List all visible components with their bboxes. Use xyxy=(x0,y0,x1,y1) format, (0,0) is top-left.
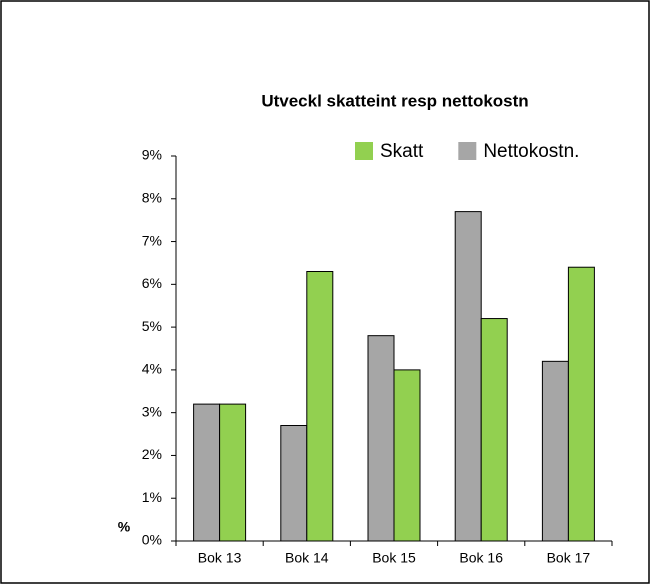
bar xyxy=(306,271,334,542)
legend-swatch xyxy=(355,142,373,160)
y-tick-label: 7% xyxy=(142,232,162,248)
bar xyxy=(367,335,395,542)
legend-label: Skatt xyxy=(380,141,424,162)
y-tick-label: 5% xyxy=(142,318,162,334)
bar xyxy=(480,318,508,542)
y-tick-label: 4% xyxy=(142,361,162,377)
bar xyxy=(393,369,421,542)
legend-swatch xyxy=(458,142,477,160)
x-tick-label: Bok 14 xyxy=(285,550,329,566)
bar xyxy=(454,211,482,542)
y-tick-label: 1% xyxy=(142,489,162,505)
y-tick-label: 0% xyxy=(142,532,162,548)
x-tick-label: Bok 16 xyxy=(459,550,503,566)
y-axis-label: % xyxy=(118,519,131,535)
y-tick-label: 8% xyxy=(142,189,162,205)
y-tick-label: 9% xyxy=(142,147,162,163)
bar xyxy=(193,403,221,542)
bar xyxy=(567,266,595,542)
x-tick-label: Bok 17 xyxy=(547,550,591,566)
x-tick-label: Bok 15 xyxy=(372,550,416,566)
bar xyxy=(280,425,308,542)
legend-label: Nettokostn. xyxy=(483,141,579,162)
x-tick-label: Bok 13 xyxy=(198,550,242,566)
y-tick-label: 3% xyxy=(142,403,162,419)
y-tick-label: 2% xyxy=(142,446,162,462)
bar xyxy=(541,360,569,542)
y-tick-label: 6% xyxy=(142,275,162,291)
bar xyxy=(219,403,247,542)
chart-title: Utveckl skatteint resp nettokostn xyxy=(261,91,528,110)
